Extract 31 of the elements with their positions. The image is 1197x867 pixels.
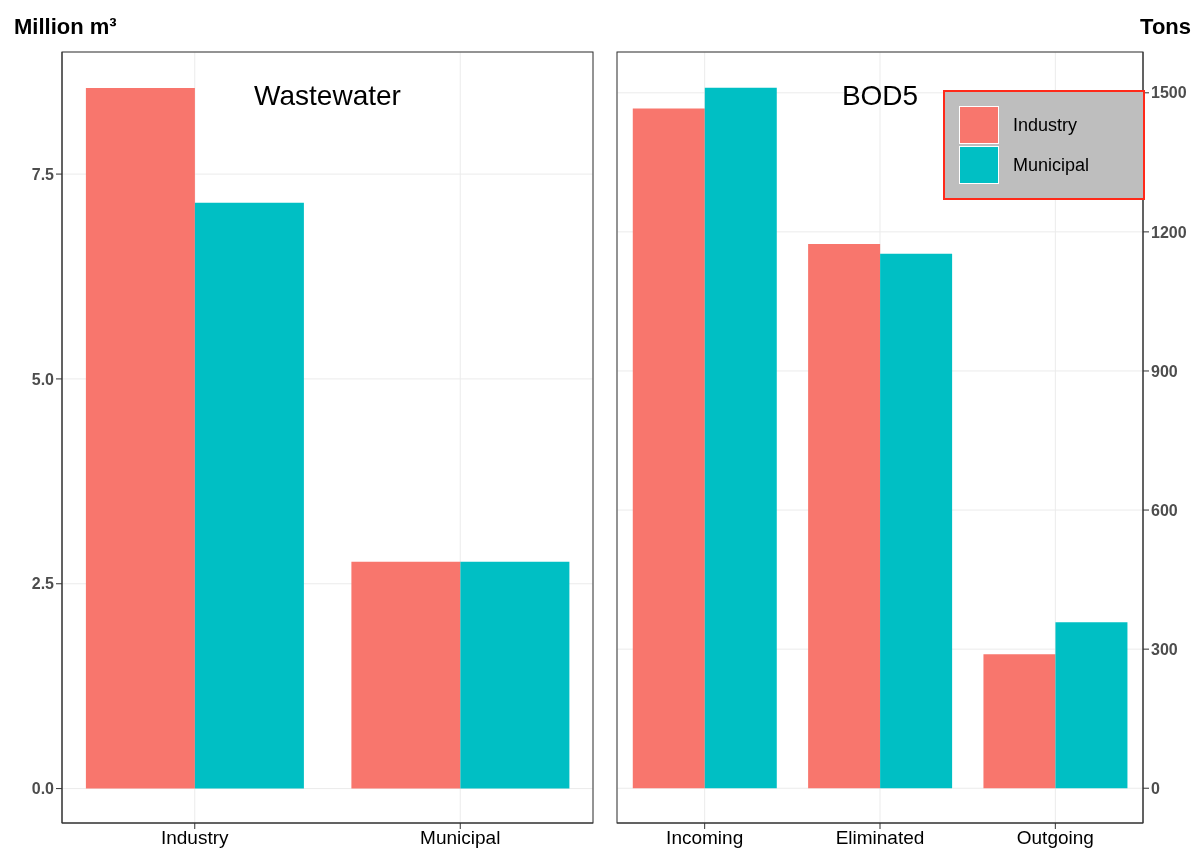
x-tick-label: Industry [160,827,230,849]
x-tick-label: Eliminated [835,827,925,849]
text: BOD5 [840,80,920,112]
y-tick-label: 2.5 [31,575,55,593]
x-tick-label: Incoming [666,827,744,849]
bar [1055,622,1128,789]
y-tick-label: 7.5 [31,165,55,183]
bar [632,108,705,789]
bar [983,654,1056,789]
y-tick-label: 900 [1151,362,1178,380]
bar [194,202,304,789]
y-axis-title: Million m³ [14,14,117,40]
bar [85,88,195,789]
y-tick-label: 300 [1151,640,1178,658]
legend-label: Municipal [1013,154,1090,176]
bar [808,243,881,789]
y-tick-label: 1500 [1151,84,1187,102]
text: Wastewater [253,80,402,112]
y-tick-label: 0 [1151,779,1160,797]
legend-label: Industry [1013,114,1078,136]
bar [351,561,461,789]
y-tick-label: 600 [1151,501,1178,519]
bar [704,87,777,789]
x-tick-label: Outgoing [1016,827,1094,849]
y-axis-title: Tons [1140,14,1191,40]
y-tick-label: 0.0 [31,780,55,798]
y-tick-label: 5.0 [31,370,55,388]
bar [460,561,570,789]
y-tick-label: 1200 [1151,223,1187,241]
bar [880,253,953,789]
x-tick-label: Municipal [420,827,501,849]
